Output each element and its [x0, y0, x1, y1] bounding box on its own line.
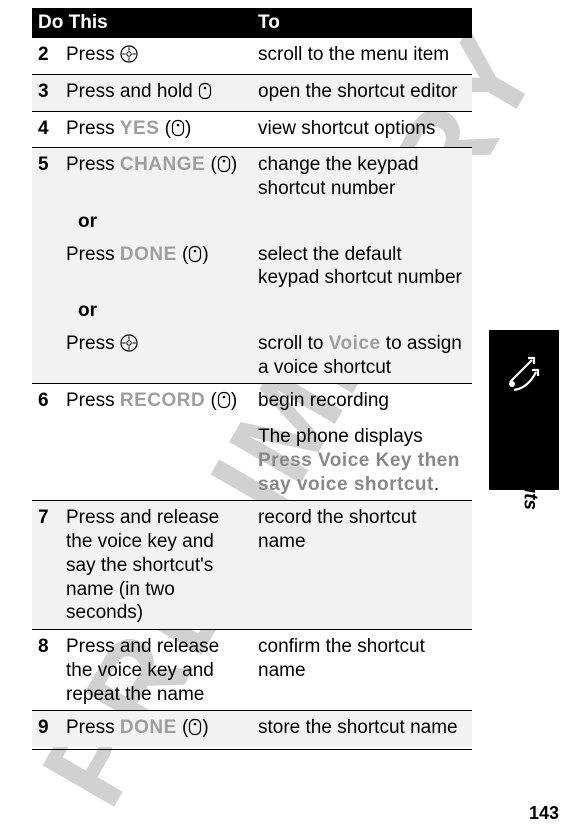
table-row: 4Press YES ()view shortcut options	[32, 111, 472, 148]
soft-key-icon	[171, 119, 185, 144]
table-end-rule	[32, 749, 472, 750]
nav-key-icon	[120, 45, 138, 70]
to-cell: view shortcut options	[252, 111, 472, 148]
soft-key-icon	[188, 245, 202, 270]
do-this-cell: Press CHANGE ()	[60, 148, 252, 205]
step-number: 7	[32, 501, 60, 630]
table-row: or	[32, 294, 472, 327]
soft-key-icon	[198, 82, 212, 107]
table-row: 6Press RECORD ()begin recording	[32, 384, 472, 420]
to-cell: change the keypad shortcut number	[252, 148, 472, 205]
to-cell	[252, 205, 472, 238]
table-row: The phone displays Press Voice Key then …	[32, 420, 472, 501]
to-cell: scroll to the menu item	[252, 38, 472, 74]
do-this-cell: Press DONE ()	[60, 238, 252, 295]
step-number: 5	[32, 148, 60, 205]
soft-key-icon	[217, 391, 231, 416]
nav-key-icon	[120, 334, 138, 359]
step-number: 8	[32, 630, 60, 711]
do-this-cell: Press RECORD ()	[60, 384, 252, 420]
step-number: 6	[32, 384, 60, 420]
table-row: 5Press CHANGE ()change the keypad shortc…	[32, 148, 472, 205]
to-cell: open the shortcut editor	[252, 74, 472, 111]
table-row: Press scroll to Voice to assign a voice …	[32, 327, 472, 384]
table-row: 9Press DONE ()store the shortcut name	[32, 711, 472, 747]
to-cell: record the shortcut name	[252, 501, 472, 630]
shortcut-icon	[504, 348, 544, 396]
soft-label: RECORD	[120, 390, 205, 411]
step-number: 9	[32, 711, 60, 747]
step-number: 3	[32, 74, 60, 111]
do-this-cell: Press DONE ()	[60, 711, 252, 747]
header-do-this: Do This	[32, 8, 252, 38]
table-header-row: Do ThisTo	[32, 8, 472, 38]
step-number	[32, 420, 60, 501]
step-number: 2	[32, 38, 60, 74]
soft-label: CHANGE	[120, 154, 205, 175]
step-number: 4	[32, 111, 60, 148]
do-this-cell: Press YES ()	[60, 111, 252, 148]
to-cell: confirm the shortcut name	[252, 630, 472, 711]
to-cell: store the shortcut name	[252, 711, 472, 747]
do-this-cell: or	[60, 294, 252, 327]
table-row: 2Press scroll to the menu item	[32, 38, 472, 74]
step-number	[32, 294, 60, 327]
do-this-cell	[60, 420, 252, 501]
or-label: or	[66, 211, 97, 232]
soft-key-icon	[217, 155, 231, 180]
side-label: Shortcuts	[519, 421, 541, 510]
table-row: Press DONE ()select the default keypad s…	[32, 238, 472, 295]
step-number	[32, 327, 60, 384]
page-number: 143	[529, 803, 559, 824]
table-row: 8Press and release the voice key and rep…	[32, 630, 472, 711]
header-to: To	[252, 8, 472, 38]
instruction-table: Do ThisTo2Press scroll to the menu item3…	[32, 8, 472, 747]
do-this-cell: Press	[60, 38, 252, 74]
content-area: Do ThisTo2Press scroll to the menu item3…	[32, 0, 472, 750]
step-number	[32, 205, 60, 238]
display-text: Press Voice Key then say voice shortcut	[258, 450, 460, 495]
soft-key-icon	[188, 718, 202, 743]
table-row: 7Press and release the voice key and say…	[32, 501, 472, 630]
or-label: or	[66, 300, 97, 321]
to-cell: select the default keypad shortcut numbe…	[252, 238, 472, 295]
soft-label: DONE	[120, 717, 177, 738]
soft-label: YES	[120, 118, 160, 139]
to-cell: scroll to Voice to assign a voice shortc…	[252, 327, 472, 384]
to-cell	[252, 294, 472, 327]
soft-label: Voice	[329, 333, 381, 354]
step-number	[32, 238, 60, 295]
do-this-cell: Press	[60, 327, 252, 384]
do-this-cell: or	[60, 205, 252, 238]
to-cell: The phone displays Press Voice Key then …	[252, 420, 472, 501]
do-this-cell: Press and release the voice key and say …	[60, 501, 252, 630]
to-cell: begin recording	[252, 384, 472, 420]
do-this-cell: Press and release the voice key and repe…	[60, 630, 252, 711]
table-row: or	[32, 205, 472, 238]
soft-label: DONE	[120, 244, 177, 265]
table-row: 3Press and hold open the shortcut editor	[32, 74, 472, 111]
do-this-cell: Press and hold	[60, 74, 252, 111]
